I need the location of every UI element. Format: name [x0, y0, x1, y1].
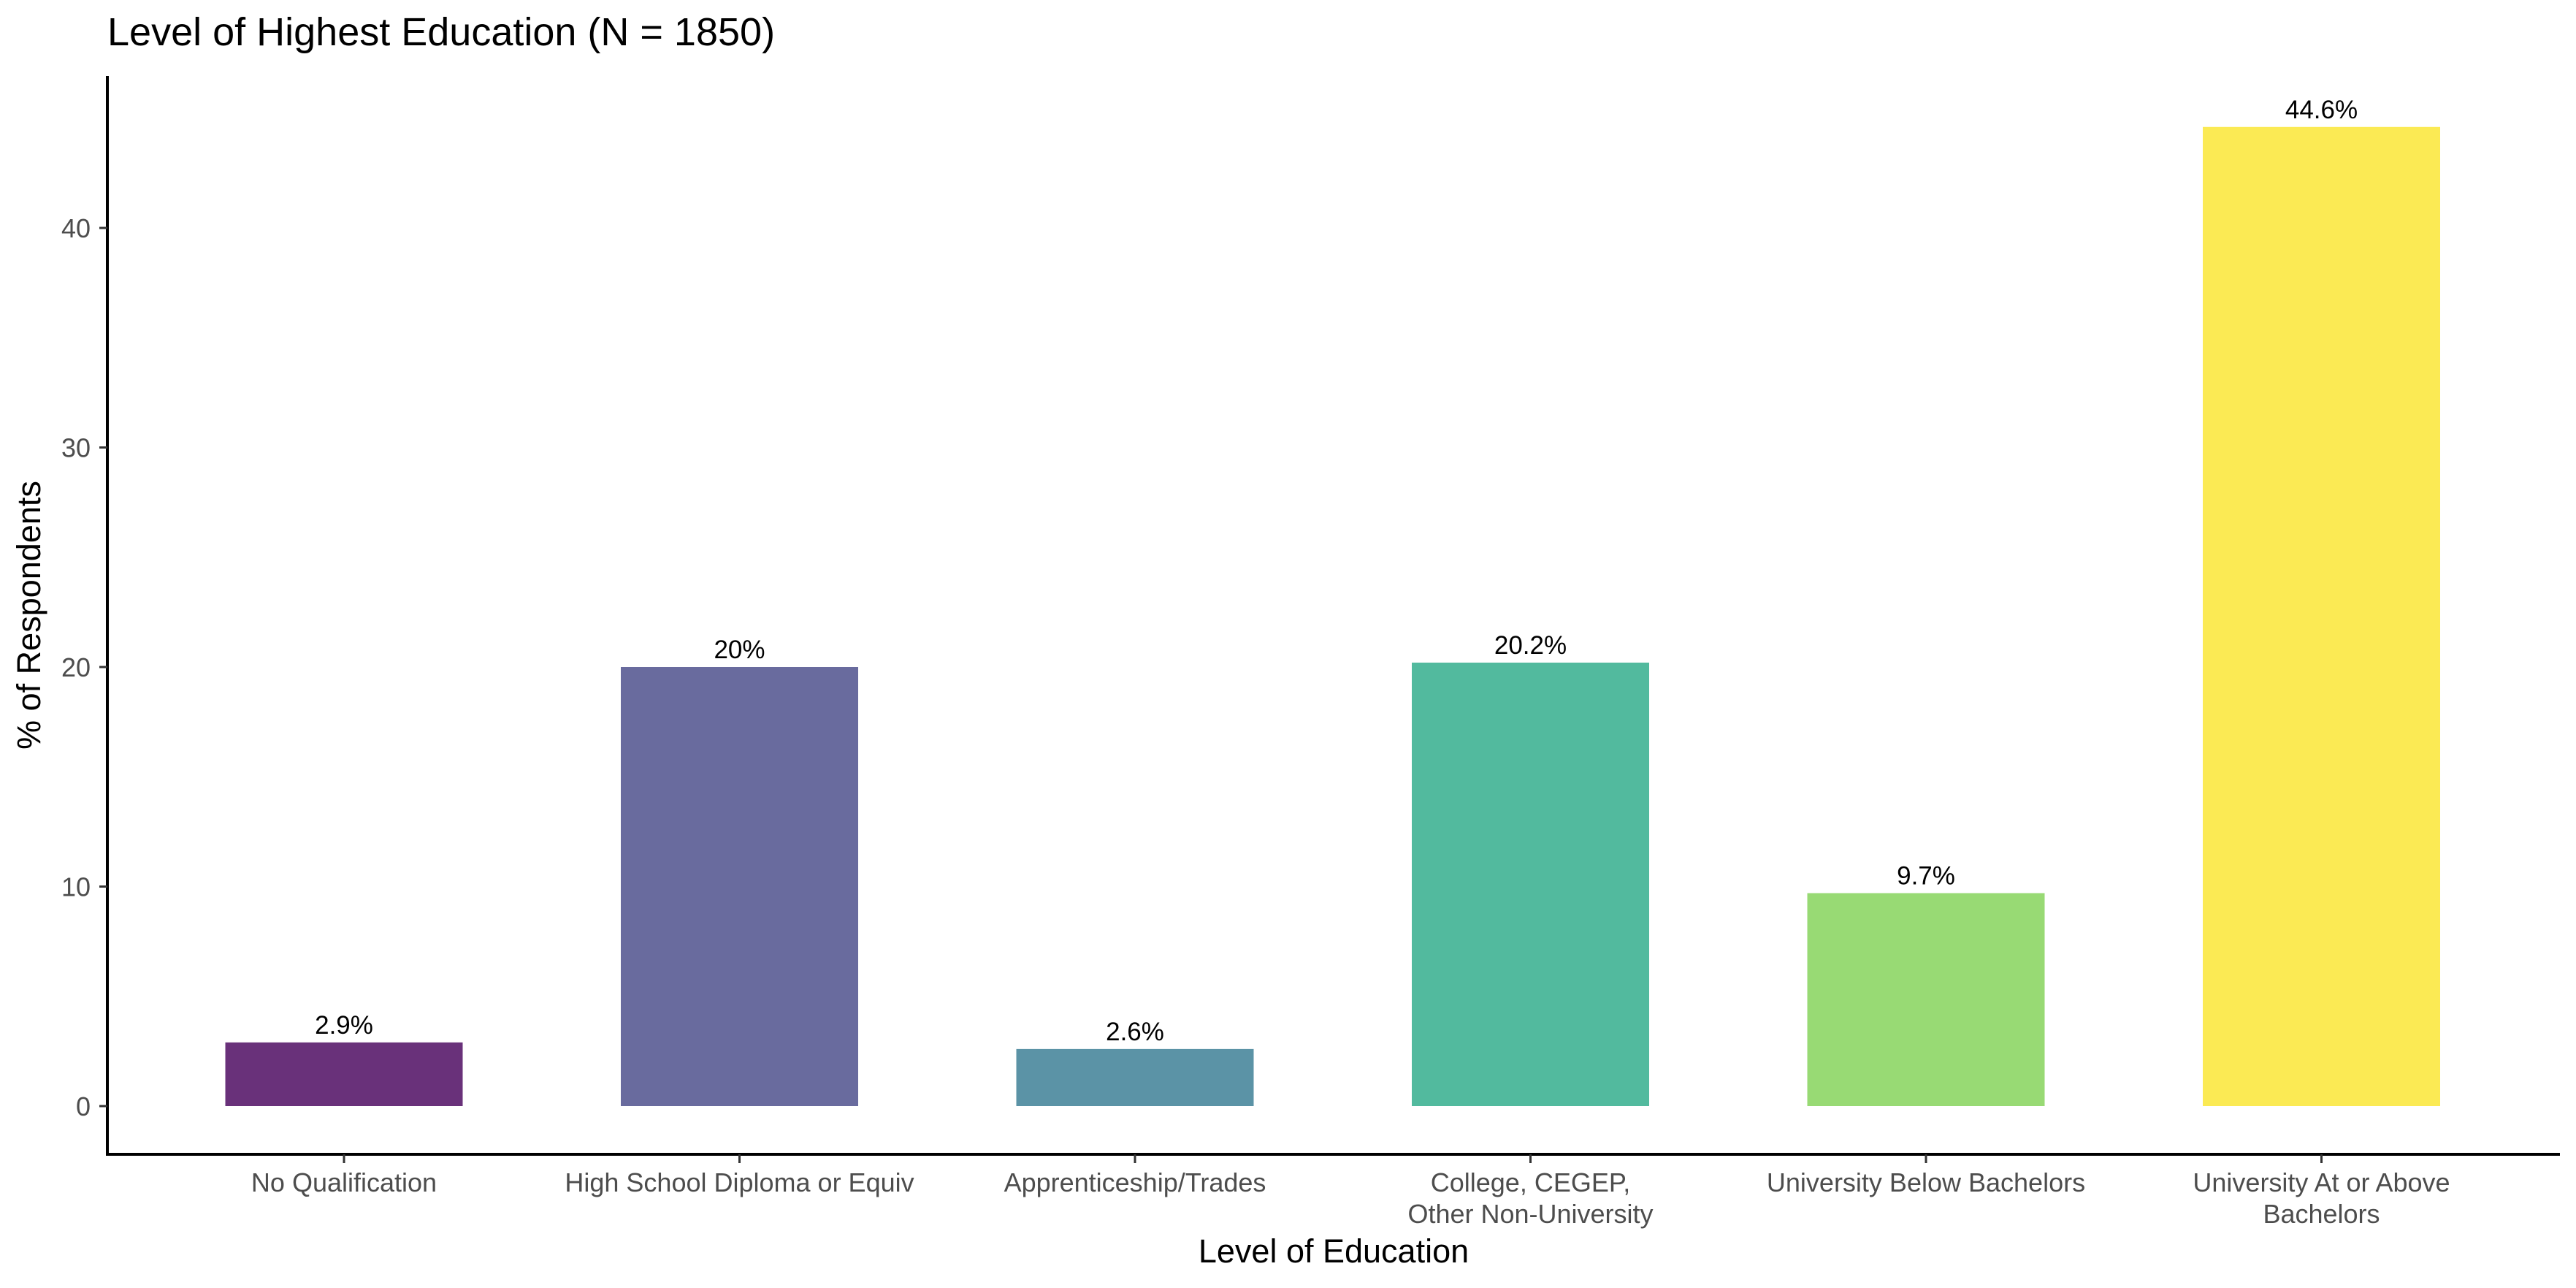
y-axis-title: % of Respondents — [10, 481, 47, 750]
x-axis-ticks: No Qualification High School Diploma or E… — [251, 1154, 2450, 1229]
data-label: 2.9% — [315, 1011, 373, 1040]
bar — [1412, 662, 1649, 1106]
x-axis-title: Level of Education — [1199, 1232, 1469, 1270]
data-label: 44.6% — [2285, 96, 2358, 124]
x-tick-label: High School Diploma or Equiv — [565, 1167, 914, 1197]
data-label: 20.2% — [1494, 631, 1567, 660]
bar — [621, 667, 858, 1106]
bar — [225, 1042, 463, 1106]
bar — [1016, 1048, 1254, 1106]
x-tick-label: University Below Bachelors — [1767, 1167, 2085, 1197]
y-tick-label: 20 — [61, 652, 91, 682]
data-label: 20% — [714, 636, 765, 664]
y-tick-label: 0 — [76, 1091, 91, 1121]
data-label: 2.6% — [1106, 1018, 1164, 1046]
y-axis-ticks: 0 10 20 30 40 — [61, 213, 107, 1121]
y-tick-label: 40 — [61, 213, 91, 243]
bar — [2203, 126, 2440, 1106]
x-tick-label: Apprenticeship/Trades — [1004, 1167, 1266, 1197]
y-tick-label: 10 — [61, 872, 91, 902]
bars-layer — [225, 126, 2440, 1106]
x-tick-label: College, CEGEP, Other Non-University — [1407, 1167, 1653, 1229]
chart-title: Level of Highest Education (N = 1850) — [107, 10, 775, 54]
y-tick-label: 30 — [61, 433, 91, 463]
x-tick-label: No Qualification — [251, 1167, 437, 1197]
data-labels-layer: 2.9% 20% 2.6% 20.2% 9.7% 44.6% — [315, 96, 2358, 1046]
x-tick-label: University At or Above Bachelors — [2193, 1167, 2450, 1229]
data-label: 9.7% — [1897, 862, 1955, 891]
bar — [1807, 893, 2045, 1106]
